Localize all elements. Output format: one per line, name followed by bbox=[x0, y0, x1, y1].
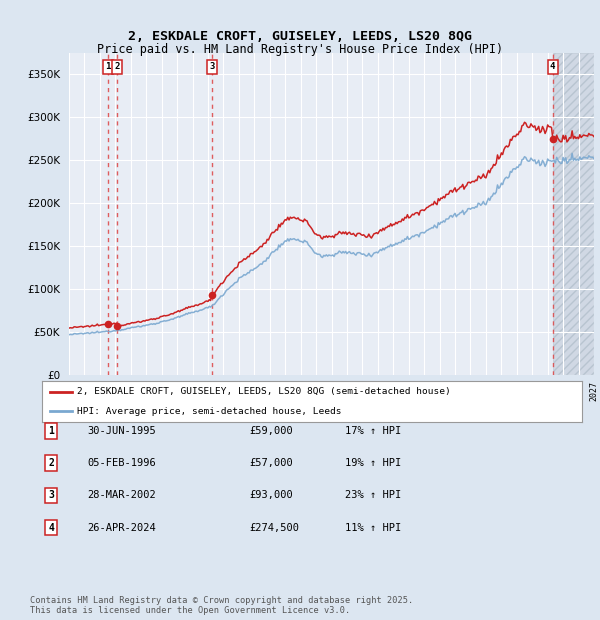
Text: 11% ↑ HPI: 11% ↑ HPI bbox=[345, 523, 401, 533]
Text: 30-JUN-1995: 30-JUN-1995 bbox=[87, 426, 156, 436]
Text: HPI: Average price, semi-detached house, Leeds: HPI: Average price, semi-detached house,… bbox=[77, 407, 341, 415]
Text: £57,000: £57,000 bbox=[249, 458, 293, 468]
Text: 2, ESKDALE CROFT, GUISELEY, LEEDS, LS20 8QG (semi-detached house): 2, ESKDALE CROFT, GUISELEY, LEEDS, LS20 … bbox=[77, 388, 451, 396]
Text: 28-MAR-2002: 28-MAR-2002 bbox=[87, 490, 156, 500]
Text: 3: 3 bbox=[48, 490, 54, 500]
Bar bbox=[69, 53, 553, 375]
Text: 19% ↑ HPI: 19% ↑ HPI bbox=[345, 458, 401, 468]
Text: £59,000: £59,000 bbox=[249, 426, 293, 436]
Text: £93,000: £93,000 bbox=[249, 490, 293, 500]
Text: 26-APR-2024: 26-APR-2024 bbox=[87, 523, 156, 533]
Text: 4: 4 bbox=[48, 523, 54, 533]
Text: 4: 4 bbox=[550, 63, 556, 71]
Text: 1: 1 bbox=[105, 63, 110, 71]
Text: £274,500: £274,500 bbox=[249, 523, 299, 533]
Bar bbox=[553, 53, 594, 375]
Text: 2: 2 bbox=[114, 63, 119, 71]
Text: This data is licensed under the Open Government Licence v3.0.: This data is licensed under the Open Gov… bbox=[30, 606, 350, 615]
Text: 17% ↑ HPI: 17% ↑ HPI bbox=[345, 426, 401, 436]
Text: 2: 2 bbox=[48, 458, 54, 468]
Text: 05-FEB-1996: 05-FEB-1996 bbox=[87, 458, 156, 468]
Text: 2, ESKDALE CROFT, GUISELEY, LEEDS, LS20 8QG: 2, ESKDALE CROFT, GUISELEY, LEEDS, LS20 … bbox=[128, 30, 472, 43]
Text: 3: 3 bbox=[209, 63, 214, 71]
Text: Contains HM Land Registry data © Crown copyright and database right 2025.: Contains HM Land Registry data © Crown c… bbox=[30, 596, 413, 605]
Text: Price paid vs. HM Land Registry's House Price Index (HPI): Price paid vs. HM Land Registry's House … bbox=[97, 43, 503, 56]
Text: 1: 1 bbox=[48, 426, 54, 436]
Text: 23% ↑ HPI: 23% ↑ HPI bbox=[345, 490, 401, 500]
